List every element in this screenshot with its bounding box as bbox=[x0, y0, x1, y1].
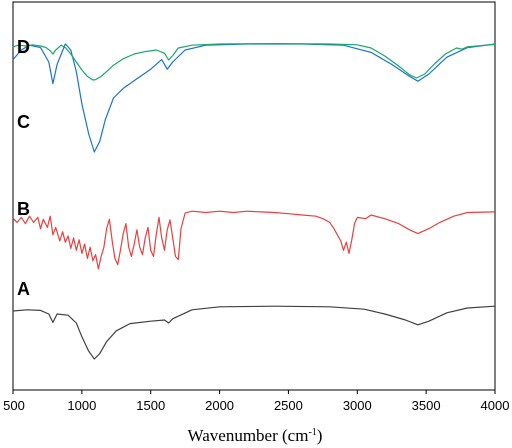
x-axis-title-close: ) bbox=[317, 426, 323, 445]
x-tick-label: 2500 bbox=[274, 398, 303, 413]
x-tick-label: 1500 bbox=[136, 398, 165, 413]
x-tick-label: 4000 bbox=[481, 398, 510, 413]
x-tick-label: 3000 bbox=[343, 398, 372, 413]
x-tick-label: 3500 bbox=[412, 398, 441, 413]
series-letter-a: A bbox=[17, 279, 30, 299]
series-layer bbox=[12, 43, 496, 360]
x-axis-title-sup: -1 bbox=[308, 427, 316, 438]
x-tick-label: 1000 bbox=[67, 398, 96, 413]
series-letter-b: B bbox=[17, 199, 30, 219]
series-letter-c: C bbox=[17, 112, 30, 132]
x-tick-label: 500 bbox=[3, 398, 25, 413]
series-line-b bbox=[12, 210, 496, 270]
series-letter-d: D bbox=[17, 37, 30, 57]
x-axis-ticks: 500 1000 1500 2000 2500 3000 3500 4000 bbox=[3, 390, 509, 413]
x-tick-label: 2000 bbox=[205, 398, 234, 413]
series-line-c bbox=[12, 43, 496, 153]
series-labels: A B C D bbox=[17, 37, 30, 299]
plot-area-frame bbox=[12, 1, 496, 391]
x-axis-title-main: Wavenumber (cm bbox=[188, 426, 309, 445]
x-axis-title: Wavenumber (cm-1) bbox=[188, 426, 323, 445]
series-line-a bbox=[12, 305, 496, 360]
series-line-d bbox=[12, 43, 496, 81]
